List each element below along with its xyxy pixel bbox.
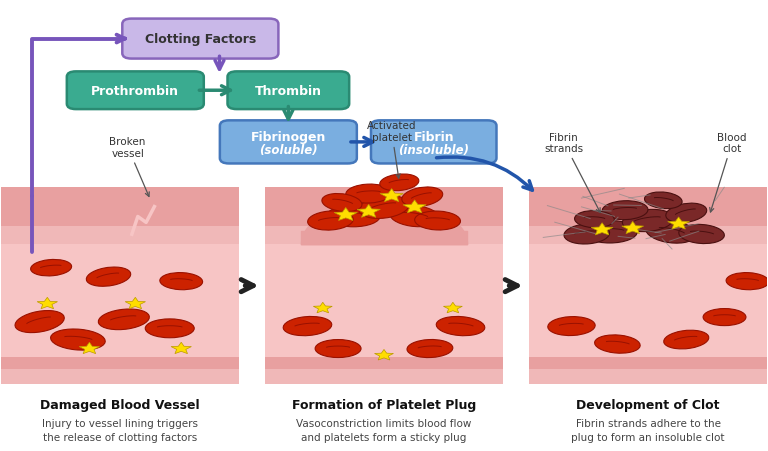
- Text: Development of Clot: Development of Clot: [576, 398, 720, 411]
- FancyBboxPatch shape: [2, 188, 239, 232]
- Ellipse shape: [436, 317, 485, 336]
- Ellipse shape: [379, 175, 419, 191]
- Text: Damaged Blood Vessel: Damaged Blood Vessel: [40, 398, 200, 411]
- Text: Prothrombin: Prothrombin: [91, 84, 179, 97]
- Ellipse shape: [315, 340, 361, 358]
- Ellipse shape: [145, 319, 194, 338]
- FancyBboxPatch shape: [227, 72, 349, 110]
- Text: Clotting Factors: Clotting Factors: [144, 33, 256, 46]
- Ellipse shape: [390, 206, 439, 227]
- Ellipse shape: [322, 194, 362, 212]
- Text: Fibrinogen: Fibrinogen: [250, 131, 326, 144]
- Ellipse shape: [15, 311, 65, 333]
- Ellipse shape: [703, 309, 746, 326]
- Ellipse shape: [594, 335, 641, 354]
- Ellipse shape: [602, 201, 648, 220]
- Text: Blood
clot: Blood clot: [710, 132, 747, 212]
- Polygon shape: [125, 298, 145, 309]
- Ellipse shape: [574, 211, 614, 228]
- Text: Injury to vessel lining triggers
the release of clotting factors: Injury to vessel lining triggers the rel…: [42, 418, 198, 442]
- Polygon shape: [403, 200, 426, 213]
- Text: Broken
vessel: Broken vessel: [110, 137, 149, 197]
- Polygon shape: [79, 342, 100, 354]
- FancyBboxPatch shape: [266, 188, 502, 232]
- Ellipse shape: [646, 221, 697, 244]
- Polygon shape: [591, 223, 613, 235]
- Ellipse shape: [160, 273, 203, 290]
- Polygon shape: [334, 208, 357, 221]
- Ellipse shape: [402, 188, 442, 207]
- Ellipse shape: [582, 221, 637, 244]
- Ellipse shape: [415, 212, 461, 230]
- FancyBboxPatch shape: [529, 369, 766, 385]
- Text: Fibrin
strands: Fibrin strands: [545, 132, 600, 213]
- Polygon shape: [313, 303, 333, 313]
- FancyBboxPatch shape: [266, 227, 502, 244]
- Ellipse shape: [548, 317, 595, 336]
- FancyBboxPatch shape: [2, 227, 239, 244]
- FancyBboxPatch shape: [529, 188, 766, 232]
- Ellipse shape: [283, 317, 332, 336]
- FancyBboxPatch shape: [529, 244, 766, 357]
- Ellipse shape: [407, 340, 453, 358]
- Ellipse shape: [644, 193, 682, 209]
- Polygon shape: [622, 222, 644, 234]
- FancyBboxPatch shape: [67, 72, 204, 110]
- FancyBboxPatch shape: [266, 369, 502, 385]
- FancyBboxPatch shape: [2, 369, 239, 385]
- Ellipse shape: [622, 210, 674, 232]
- FancyBboxPatch shape: [529, 227, 766, 244]
- Ellipse shape: [51, 329, 105, 350]
- Polygon shape: [443, 303, 462, 313]
- Text: (insoluble): (insoluble): [399, 143, 469, 156]
- Text: Thrombin: Thrombin: [255, 84, 322, 97]
- Text: (soluble): (soluble): [259, 143, 318, 156]
- Polygon shape: [37, 298, 58, 309]
- Polygon shape: [375, 350, 393, 360]
- FancyBboxPatch shape: [266, 244, 502, 357]
- Text: Formation of Platelet Plug: Formation of Platelet Plug: [292, 398, 476, 411]
- Ellipse shape: [326, 206, 380, 227]
- Polygon shape: [171, 342, 191, 354]
- Ellipse shape: [98, 309, 149, 330]
- Text: Fibrin strands adhere to the
plug to form an insoluble clot: Fibrin strands adhere to the plug to for…: [571, 418, 725, 442]
- Text: Activated
platelet: Activated platelet: [367, 121, 416, 179]
- Ellipse shape: [86, 267, 131, 287]
- Ellipse shape: [666, 204, 707, 223]
- Polygon shape: [667, 217, 690, 230]
- Text: Vasoconstriction limits blood flow
and platelets form a sticky plug: Vasoconstriction limits blood flow and p…: [296, 418, 472, 442]
- Polygon shape: [357, 205, 380, 218]
- Text: Fibrin: Fibrin: [413, 131, 454, 144]
- Ellipse shape: [308, 212, 353, 230]
- Ellipse shape: [564, 225, 610, 244]
- FancyBboxPatch shape: [2, 244, 239, 357]
- FancyBboxPatch shape: [122, 19, 278, 60]
- FancyBboxPatch shape: [220, 121, 357, 164]
- FancyBboxPatch shape: [2, 357, 239, 385]
- FancyBboxPatch shape: [371, 121, 496, 164]
- Ellipse shape: [31, 260, 71, 276]
- Ellipse shape: [679, 225, 724, 244]
- FancyBboxPatch shape: [529, 357, 766, 385]
- Polygon shape: [380, 189, 403, 202]
- Ellipse shape: [359, 196, 409, 219]
- FancyBboxPatch shape: [266, 357, 502, 385]
- Ellipse shape: [346, 184, 392, 203]
- Ellipse shape: [664, 331, 709, 349]
- Ellipse shape: [726, 273, 768, 290]
